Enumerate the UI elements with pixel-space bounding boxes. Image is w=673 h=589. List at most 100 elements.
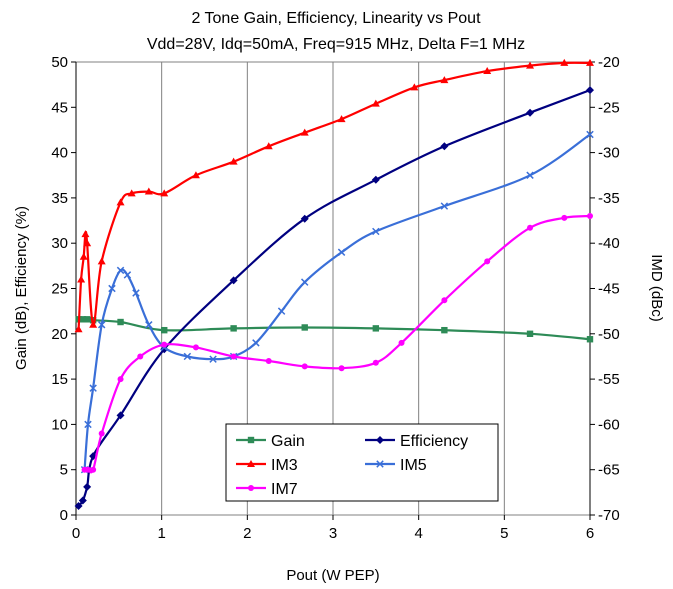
point-efficiency — [300, 214, 309, 223]
point-im3 — [116, 198, 125, 206]
point-im5 — [84, 420, 92, 429]
point-im5 — [97, 321, 106, 329]
point-im3 — [97, 257, 106, 265]
point-efficiency — [74, 501, 83, 510]
point-im5 — [89, 384, 97, 392]
y2-tick-label: -20 — [598, 54, 620, 71]
point-im7 — [230, 353, 237, 360]
y-tick-label: 25 — [51, 281, 68, 298]
point-efficiency — [371, 175, 380, 184]
x-axis-label: Pout (W PEP) — [286, 567, 379, 584]
marker-stroke — [183, 352, 192, 361]
legend-box — [225, 423, 499, 502]
point-gain — [161, 326, 168, 334]
point-gain — [230, 325, 237, 332]
point-im3 — [229, 157, 238, 165]
y-tick-label: 30 — [51, 235, 68, 252]
y2-tick-label: -50 — [598, 326, 620, 343]
point-im3 — [560, 58, 569, 66]
chart-title: 2 Tone Gain, Efficiency, Linearity vs Po… — [191, 10, 481, 27]
y2-axis-label: IMD (dBc) — [648, 254, 665, 322]
point-im7 — [192, 344, 199, 351]
point-im3 — [264, 142, 273, 150]
point-gain — [79, 316, 87, 323]
marker-stroke — [586, 130, 594, 139]
legend-label-im5: IM5 — [400, 457, 427, 474]
point-im5 — [252, 339, 260, 347]
point-gain — [117, 318, 124, 326]
x-tick-label: 5 — [500, 525, 508, 542]
point-efficiency — [440, 142, 449, 151]
point-im3 — [526, 61, 535, 69]
point-im3 — [483, 67, 492, 75]
marker-stroke — [132, 289, 140, 297]
point-im3 — [300, 128, 309, 136]
point-im7 — [587, 213, 593, 220]
point-im7 — [117, 376, 124, 383]
x-tick-label: 2 — [243, 525, 251, 542]
point-efficiency — [78, 496, 87, 505]
point-efficiency — [229, 276, 238, 285]
point-im5 — [440, 202, 449, 210]
y2-tick-label: -40 — [598, 235, 620, 252]
y2-tick-label: -60 — [598, 416, 620, 433]
point-gain — [441, 326, 448, 334]
y-tick-label: 40 — [51, 145, 68, 162]
point-im5 — [586, 130, 594, 139]
point-gain — [83, 316, 91, 323]
point-im3 — [371, 99, 380, 107]
marker-stroke — [337, 248, 346, 256]
series-line-im5 — [83, 133, 591, 470]
y2-tick-label: -55 — [598, 371, 620, 388]
point-im5 — [337, 248, 346, 256]
y-tick-label: 20 — [51, 326, 68, 343]
point-efficiency — [586, 86, 594, 95]
point-im5 — [372, 227, 380, 236]
marker-stroke — [89, 384, 97, 392]
point-im5 — [108, 284, 116, 293]
legend-label-im3: IM3 — [271, 457, 298, 474]
series-layer — [74, 58, 594, 510]
y-tick-label: 35 — [51, 190, 68, 207]
point-im3 — [191, 171, 200, 179]
marker-stroke — [145, 321, 153, 329]
legend-marker-gain — [247, 436, 255, 444]
point-im3 — [79, 252, 88, 260]
point-im5 — [526, 171, 534, 179]
point-gain — [526, 330, 534, 337]
point-im3 — [144, 187, 153, 195]
point-im3 — [586, 58, 594, 66]
y2-tick-label: -70 — [598, 507, 620, 524]
x-tick-label: 0 — [72, 525, 80, 542]
point-im3 — [83, 239, 92, 247]
legend-label-gain: Gain — [271, 433, 305, 450]
point-im5 — [300, 278, 309, 286]
point-efficiency — [83, 482, 92, 491]
y-tick-label: 45 — [51, 99, 68, 116]
marker-stroke — [252, 339, 260, 347]
point-im3 — [74, 325, 83, 333]
marker-stroke — [97, 321, 106, 329]
legend-label-efficiency: Efficiency — [400, 433, 468, 450]
legend-label-im7: IM7 — [271, 481, 298, 498]
point-im7 — [98, 430, 105, 437]
point-im7 — [561, 214, 568, 221]
point-im3 — [410, 83, 419, 91]
legend-marker-im7 — [248, 485, 254, 491]
point-efficiency — [160, 345, 169, 354]
point-im5 — [116, 266, 125, 275]
point-im7 — [338, 365, 345, 372]
point-im7 — [84, 466, 91, 473]
point-im7 — [527, 224, 534, 231]
point-gain — [372, 325, 380, 332]
point-gain — [586, 336, 594, 343]
legend-marker-im3 — [247, 460, 255, 467]
marker-stroke — [116, 266, 125, 275]
marker-stroke — [209, 355, 217, 363]
x-tick-label: 6 — [586, 525, 594, 542]
point-im7 — [441, 297, 448, 304]
legend-marker-efficiency — [376, 436, 384, 444]
point-im5 — [209, 355, 217, 363]
axes: 0 1 2 3 4 5 605101520253035404550-70-65-60-55-… — [51, 54, 619, 542]
